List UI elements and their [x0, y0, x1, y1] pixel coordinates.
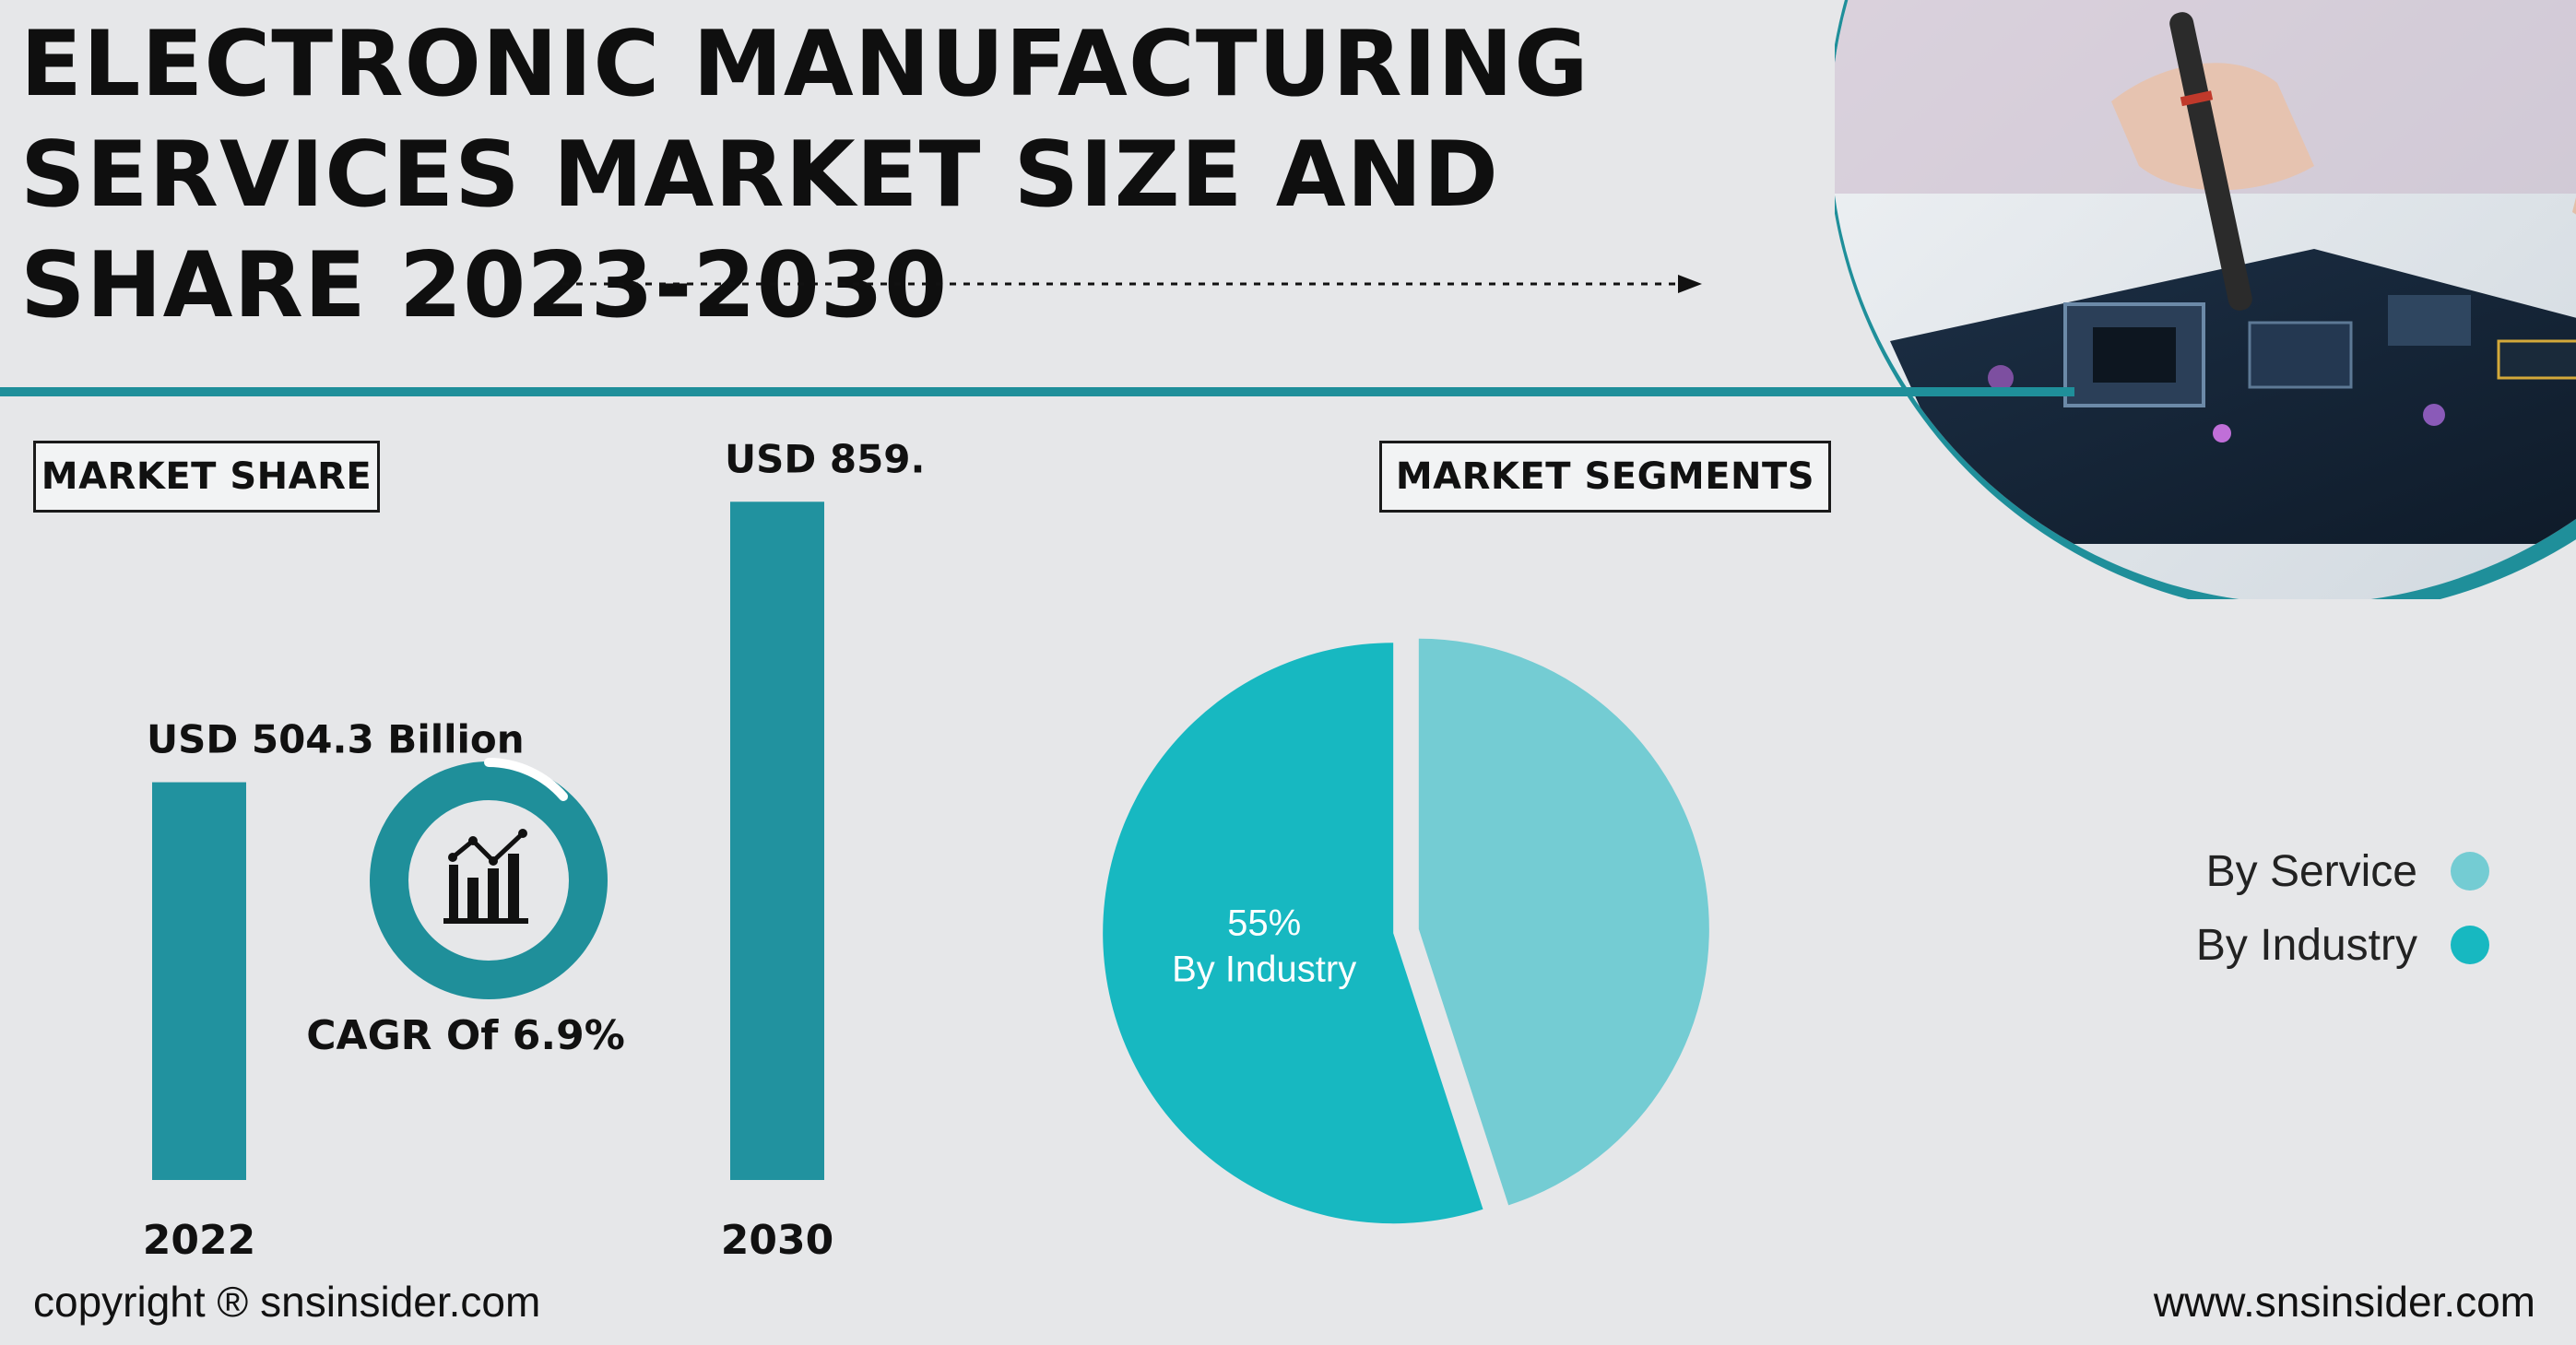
bar-2030	[730, 501, 824, 1180]
legend-dot-industry	[2451, 926, 2489, 964]
dotted-arrow	[562, 275, 1702, 293]
bar-value-label-2022: USD 504.3 Billion	[147, 717, 525, 762]
pie-slice-by-industry	[1103, 643, 1483, 1224]
legend-dot-service	[2451, 852, 2489, 891]
market-size-bar-chart: USD 504.3 Billion 2022 USD 859.93 Billion 2…	[143, 436, 922, 1264]
legend-label-industry: By Industry	[2195, 920, 2417, 970]
page-title: ELECTRONIC MANUFACTURING SERVICES MARKET…	[20, 9, 1772, 341]
title-line-2: SERVICES MARKET SIZE AND	[20, 123, 1499, 228]
pie-legend: By Service By Industry	[2028, 834, 2489, 982]
cagr-badge	[370, 758, 608, 999]
bar-category-label-2030: 2030	[721, 1217, 833, 1264]
pie-slice-by-service	[1418, 638, 1709, 1206]
market-share-label: MARKET SHARE	[33, 441, 380, 513]
title-line-3: SHARE 2023-2030	[20, 233, 949, 338]
cagr-ring-highlight	[484, 758, 568, 801]
cagr-ring	[370, 761, 608, 999]
bar-2022	[152, 782, 246, 1180]
title-line-1: ELECTRONIC MANUFACTURING	[20, 12, 1589, 117]
legend-label-service: By Service	[2205, 846, 2417, 896]
copyright-text: copyright ® snsinsider.com	[33, 1278, 541, 1326]
market-segments-label: MARKET SEGMENTS	[1379, 441, 1831, 513]
bar-value-label-2030: USD 859.93 Billion	[725, 436, 922, 481]
legend-item-industry: By Industry	[2028, 908, 2489, 982]
cagr-label: CAGR Of 6.9%	[306, 1012, 625, 1059]
bar-line-chart-icon	[443, 829, 528, 924]
market-segments-pie-chart: 55% By Industry	[1103, 638, 1709, 1224]
circuit-board-photo	[1835, 0, 2576, 599]
pie-slice-name-label: By Industry	[1172, 949, 1356, 989]
website-link[interactable]: www.snsinsider.com	[2153, 1278, 2535, 1326]
pie-slice-percent-label: 55%	[1227, 903, 1301, 943]
bar-category-label-2022: 2022	[143, 1217, 255, 1264]
header-divider	[0, 387, 2074, 396]
legend-item-service: By Service	[2028, 834, 2489, 908]
